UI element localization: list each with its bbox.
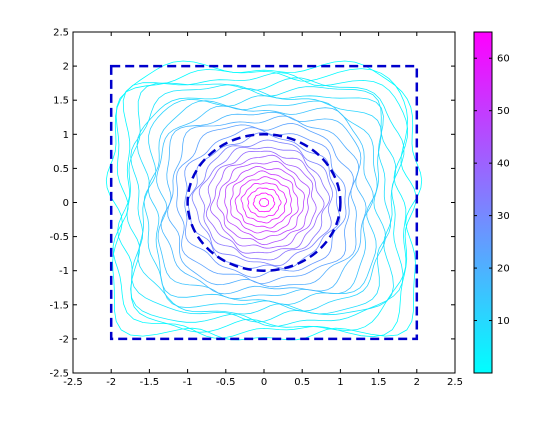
contour-line (229, 170, 299, 234)
contour-line (258, 197, 270, 208)
contour-line (148, 100, 378, 305)
overlay-shapes (109, 64, 419, 341)
contour-line (167, 115, 360, 288)
x-tick-label: -1.5 (140, 377, 160, 388)
x-tick-label: -1 (183, 377, 193, 388)
contour-line (160, 111, 367, 295)
contour-line (240, 182, 288, 224)
colorbar-tick-label: 60 (497, 54, 510, 65)
x-tick-label: -2 (106, 377, 116, 388)
colorbar-tick-label: 30 (497, 211, 510, 222)
colorbar-tick-label: 50 (497, 106, 510, 117)
contour-line (117, 72, 409, 333)
contour-line (210, 154, 317, 249)
x-tick-label: 0 (261, 377, 267, 388)
contour-line (156, 105, 374, 300)
plot-frame (72, 31, 456, 374)
contour-line (205, 150, 325, 254)
contour-line (224, 165, 305, 241)
y-tick-label: 1 (63, 130, 69, 141)
contour-line (234, 176, 293, 229)
y-tick-label: -2.5 (49, 369, 69, 380)
contour-line (136, 87, 391, 315)
colorbar: 60 50 40 30 20 10 (473, 31, 510, 374)
y-tick-label: -1.5 (49, 300, 69, 311)
x-tick-label: 1.5 (371, 377, 387, 388)
y-tick-label: 2.5 (53, 28, 69, 39)
contour-line (126, 77, 405, 327)
x-tick-label: 2.5 (447, 377, 463, 388)
x-tick-label: 2 (414, 377, 420, 388)
contour-line (191, 139, 333, 267)
y-tick-label: -2 (59, 334, 69, 345)
contour-line (130, 84, 397, 323)
colorbar-tick-label: 40 (497, 159, 510, 170)
colorbar-gradient (473, 31, 493, 374)
y-tick-label: 0 (63, 198, 69, 209)
y-tick-label: -0.5 (49, 232, 69, 243)
contour-line (105, 60, 423, 341)
axis-ticks: -2.5 -2 -1.5 -1 -0.5 0 0.5 1 1.5 2 2.5 2.5 2 1.5 1 0.5 0… (49, 28, 462, 389)
y-tick-label: 2 (63, 62, 69, 73)
x-tick-label: 1 (337, 377, 343, 388)
contour-line (143, 95, 387, 312)
contour-line (247, 187, 282, 218)
contour-line (176, 123, 354, 284)
contour-line (252, 192, 276, 213)
dashed-square-boundary (109, 64, 419, 341)
colorbar-tick-label: 10 (497, 316, 510, 327)
colorbar-ticks: 60 50 40 30 20 10 (474, 54, 510, 327)
y-tick-label: 0.5 (53, 164, 69, 175)
dashed-circle-boundary (186, 133, 342, 272)
x-tick-label: -2.5 (63, 377, 83, 388)
contour-line (184, 127, 347, 278)
contour-line (198, 146, 331, 261)
x-tick-label: -0.5 (216, 377, 236, 388)
y-tick-label: 1.5 (53, 96, 69, 107)
colorbar-tick-label: 20 (497, 264, 510, 275)
contour-line (216, 160, 311, 246)
contour-lines (105, 60, 423, 341)
y-tick-label: -1 (59, 266, 69, 277)
x-tick-label: 0.5 (294, 377, 310, 388)
